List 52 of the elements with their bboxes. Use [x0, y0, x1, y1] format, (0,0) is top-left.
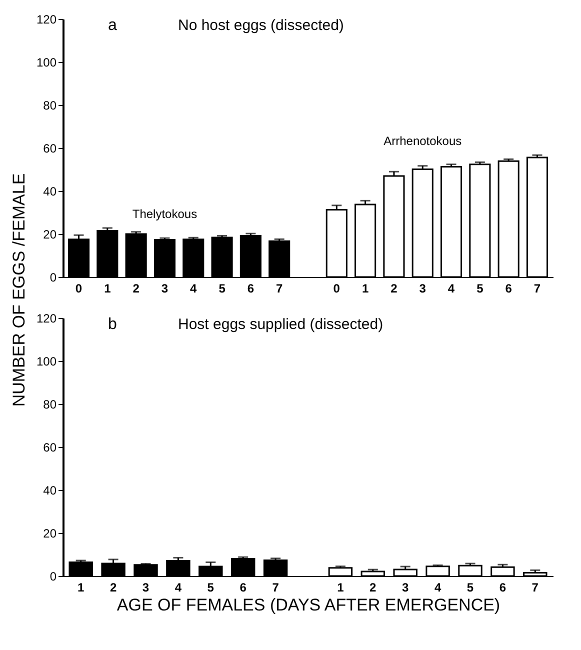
y-tick-label: 80: [43, 98, 57, 112]
x-axis-title: AGE OF FEMALES (DAYS AFTER EMERGENCE): [116, 596, 500, 614]
chart-title: Host eggs supplied (dissected): [178, 316, 384, 333]
x-tick-label: 2: [110, 580, 117, 594]
y-tick-label: 120: [36, 312, 57, 326]
x-tick-label: 1: [104, 282, 112, 296]
annotation: a: [108, 17, 117, 34]
y-tick-label: 0: [50, 270, 57, 284]
y-tick-label: 20: [43, 526, 57, 540]
y-tick-label: 20: [43, 228, 57, 242]
y-tick-label: 0: [50, 570, 57, 584]
x-tick-label: 7: [532, 580, 539, 594]
x-tick-label: 4: [190, 282, 198, 296]
x-tick-label: 5: [207, 580, 214, 594]
y-axis-title: NUMBER OF EGGS /FEMALE: [10, 173, 30, 407]
x-tick-label: 6: [505, 282, 512, 296]
x-tick-label: 5: [476, 282, 484, 296]
x-tick-label: 3: [161, 282, 168, 296]
y-tick-label: 60: [43, 440, 57, 454]
x-tick-label: 3: [142, 580, 150, 594]
y-tick-label: 120: [36, 12, 57, 26]
x-tick-label: 6: [247, 282, 254, 296]
x-tick-label: 5: [466, 580, 474, 594]
x-tick-label: 1: [78, 580, 85, 594]
annotation: b: [108, 316, 117, 333]
x-tick-label: 1: [362, 282, 369, 296]
y-tick-label: 60: [43, 142, 57, 156]
x-tick-label: 2: [390, 282, 398, 296]
x-tick-label: 7: [276, 282, 283, 296]
x-tick-label: 3: [402, 580, 410, 594]
x-tick-label: 5: [218, 282, 226, 296]
x-tick-label: 2: [132, 282, 140, 296]
x-tick-label: 0: [75, 282, 82, 296]
x-tick-label: 6: [240, 580, 247, 594]
x-tick-label: 4: [174, 580, 182, 594]
x-tick-label: 0: [333, 282, 340, 296]
x-tick-label: 4: [448, 282, 455, 296]
y-tick-label: 100: [36, 354, 57, 368]
x-tick-label: 4: [434, 580, 442, 594]
series-label: Arrhenotokous: [384, 134, 462, 148]
y-tick-label: 100: [36, 56, 57, 70]
y-tick-label: 40: [43, 184, 57, 198]
x-tick-label: 3: [419, 282, 426, 296]
y-tick-label: 80: [43, 398, 57, 412]
y-tick-label: 40: [43, 484, 57, 498]
chart-title: No host eggs (dissected): [178, 17, 344, 34]
x-tick-label: 6: [499, 580, 506, 594]
x-tick-label: 2: [370, 580, 377, 594]
x-tick-label: 7: [272, 580, 280, 594]
series-label: Thelytokous: [132, 206, 198, 221]
x-tick-label: 7: [534, 282, 541, 296]
x-tick-label: 1: [337, 580, 344, 594]
